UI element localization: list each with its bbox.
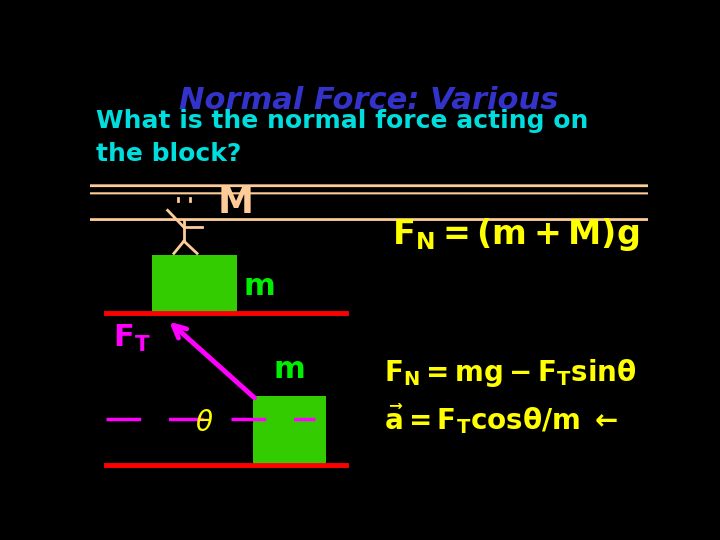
Text: What is the normal force acting on: What is the normal force acting on (96, 110, 588, 133)
Text: $\mathbf{F_N=(m+M)g}$: $\mathbf{F_N=(m+M)g}$ (392, 215, 639, 253)
Text: $\mathbf{\vec{a}=F_T cos\theta/m\ \leftarrow}$: $\mathbf{\vec{a}=F_T cos\theta/m\ \lefta… (384, 402, 618, 436)
Text: M: M (217, 186, 253, 220)
Text: m: m (243, 272, 275, 301)
Bar (152, 255, 238, 313)
Text: $\theta$: $\theta$ (195, 409, 214, 437)
Text: $\mathbf{F_T}$: $\mathbf{F_T}$ (113, 322, 151, 354)
Text: the block?: the block? (96, 142, 242, 166)
Text: $\mathbf{F_N=mg-F_T sin\theta}$: $\mathbf{F_N=mg-F_T sin\theta}$ (384, 357, 636, 389)
Bar (253, 396, 326, 465)
Text: Normal Force: Various: Normal Force: Various (179, 86, 559, 116)
Text: m: m (274, 355, 305, 384)
